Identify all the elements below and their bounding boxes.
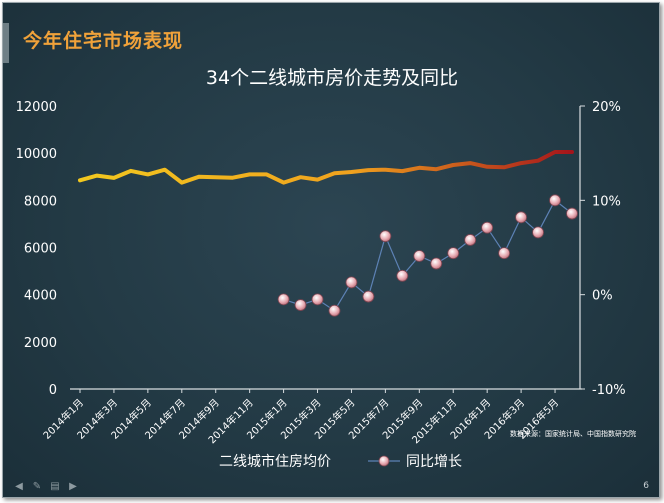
- yoy-point: [328, 304, 341, 317]
- left-y-tick-label: 4000: [24, 289, 57, 304]
- yoy-point: [481, 221, 494, 234]
- slide: 今年住宅市场表现 6 ◀ ✎ ▤ ▶: [2, 2, 660, 498]
- left-y-tick-label: 8000: [24, 194, 57, 209]
- legend-label-average-price: 二线城市住房均价: [219, 453, 331, 470]
- left-y-tick-label: 12000: [16, 100, 57, 115]
- yoy-point: [294, 299, 307, 311]
- yoy-point: [498, 247, 511, 260]
- arrow-right-icon[interactable]: ▶: [69, 481, 77, 492]
- series-line-average-price: [78, 150, 574, 185]
- yoy-point: [277, 293, 290, 306]
- right-y-tick-label: -10%: [592, 383, 626, 398]
- source-note: 数据来源：国家统计局、中国指数研究院: [510, 429, 636, 438]
- slide-background: [3, 3, 659, 497]
- yoy-point: [413, 250, 426, 262]
- left-y-tick-label: 0: [49, 383, 57, 398]
- yoy-point: [430, 257, 443, 270]
- slides-icon[interactable]: ▤: [50, 481, 60, 492]
- legend-marker-yoy-growth: [378, 455, 390, 467]
- slide-nav-toolbar: ◀ ✎ ▤ ▶: [13, 481, 79, 492]
- right-y-tick-label: 10%: [592, 194, 621, 209]
- yoy-point: [549, 194, 561, 207]
- right-y-tick-label: 0%: [592, 289, 613, 304]
- legend-label-yoy-growth: 同比增长: [406, 454, 462, 470]
- left-y-tick-label: 10000: [16, 147, 57, 162]
- yoy-point: [566, 207, 578, 220]
- pen-icon[interactable]: ✎: [32, 481, 42, 492]
- yoy-point: [515, 211, 528, 224]
- chart-title: 34个二线城市房价走势及同比: [206, 67, 458, 89]
- yoy-point: [447, 247, 460, 260]
- series-line-yoy-growth: [283, 199, 573, 312]
- right-y-tick-label: 20%: [592, 100, 621, 115]
- yoy-point: [311, 293, 324, 306]
- yoy-point: [345, 276, 358, 289]
- left-y-tick-label: 2000: [24, 336, 57, 351]
- yoy-point: [362, 290, 375, 303]
- yoy-point: [464, 234, 477, 246]
- left-y-tick-label: 6000: [24, 242, 57, 257]
- arrow-left-icon[interactable]: ◀: [15, 481, 23, 492]
- yoy-point: [532, 226, 544, 239]
- slide-title: 今年住宅市场表现: [23, 30, 184, 52]
- yoy-point: [396, 269, 409, 282]
- yoy-point: [379, 230, 392, 243]
- header-accent-bar: [3, 23, 9, 63]
- page-number: 6: [643, 481, 649, 491]
